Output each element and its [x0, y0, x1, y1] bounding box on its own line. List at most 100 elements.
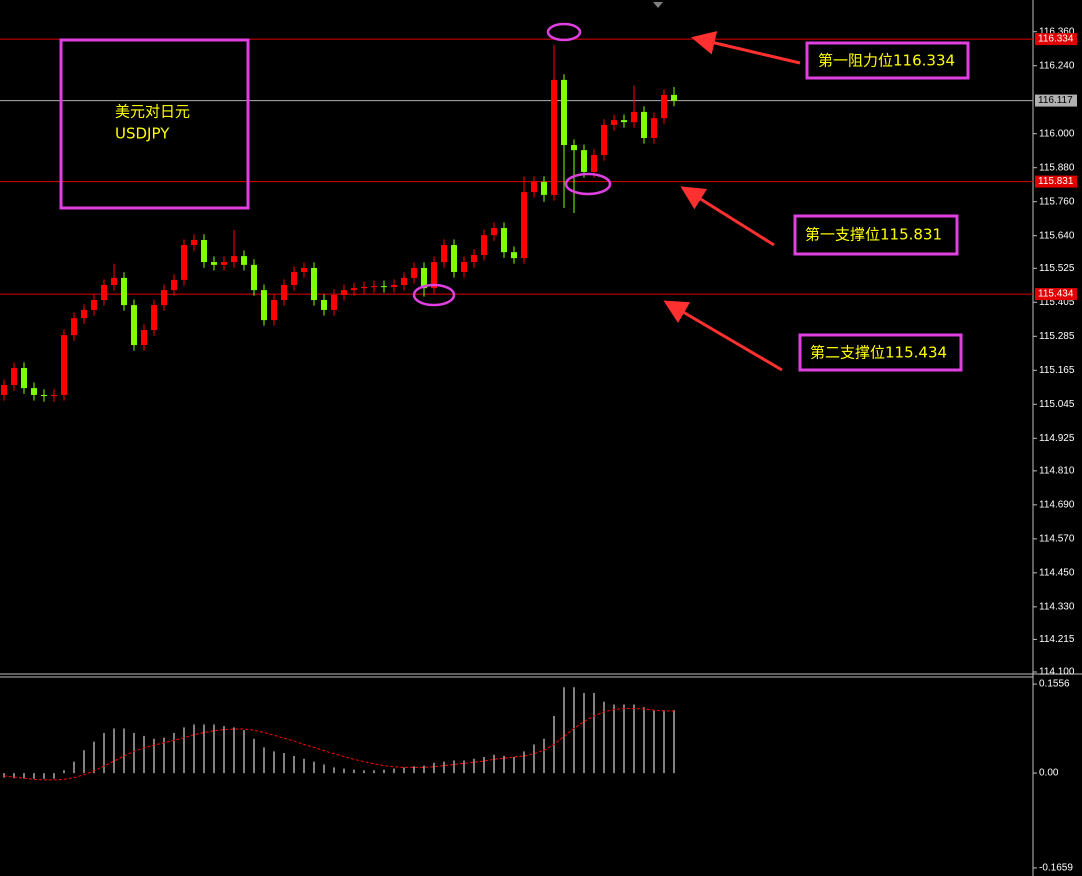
candle-body	[341, 290, 347, 295]
candle-body	[351, 288, 357, 291]
candle-body	[311, 268, 317, 301]
candle-body	[191, 239, 197, 246]
arrow	[663, 300, 783, 372]
y-tick-label: 115.525	[1039, 263, 1075, 274]
candle-body	[221, 262, 227, 265]
y-tick-label: 114.810	[1039, 465, 1075, 476]
y-tick-label: 115.760	[1039, 196, 1075, 207]
candle-body	[231, 256, 237, 263]
candle-body	[671, 94, 677, 101]
signal-line	[3, 707, 675, 781]
candle-body	[581, 150, 587, 172]
candle-body	[91, 300, 97, 310]
candle-body	[121, 277, 127, 306]
candle-body	[441, 245, 447, 263]
candle-body	[61, 335, 67, 395]
level-tag-label: 116.334	[1038, 34, 1074, 45]
candle-body	[321, 300, 327, 310]
y-tick-label: 114.215	[1039, 634, 1075, 645]
candle-body	[621, 120, 627, 123]
candle-body	[561, 79, 567, 146]
annotation: 第二支撑位115.434	[810, 344, 947, 362]
candle-body	[201, 239, 207, 263]
candle-body	[521, 192, 527, 259]
candle-body	[431, 262, 437, 289]
highlight-ellipse	[546, 22, 582, 42]
candle-body	[371, 286, 377, 288]
y-tick-label: 0.1556	[1039, 679, 1070, 690]
level-tag	[1035, 288, 1077, 301]
candle-body	[51, 394, 57, 397]
y-tick-label: 115.640	[1039, 230, 1075, 241]
candle-body	[291, 271, 297, 286]
annotation-box	[805, 41, 970, 80]
candle-body	[391, 285, 397, 287]
level-tag-label: 115.831	[1038, 176, 1074, 187]
chart-title: 美元对日元	[115, 103, 190, 121]
candle-body	[511, 252, 517, 259]
y-tick-label: 115.165	[1039, 365, 1075, 376]
candle-body	[461, 262, 467, 272]
candle-body	[331, 294, 337, 310]
level-tag-label: 115.434	[1038, 289, 1074, 300]
candle-body	[491, 228, 497, 236]
y-tick-label: 115.880	[1039, 162, 1075, 173]
candle-body	[111, 277, 117, 286]
candle-body	[551, 79, 557, 195]
candle-body	[531, 181, 537, 193]
arrow	[680, 186, 775, 247]
y-tick-label: 114.450	[1039, 567, 1075, 578]
y-tick-label: 114.690	[1039, 499, 1075, 510]
candle-body	[1, 385, 7, 395]
candle-body	[361, 286, 367, 289]
candle-body	[651, 118, 657, 138]
candle-body	[571, 145, 577, 151]
candle-body	[541, 181, 547, 195]
highlight-ellipse	[564, 172, 612, 196]
arrow	[691, 31, 801, 65]
candle-body	[71, 318, 77, 336]
candle-body	[101, 285, 107, 301]
candle-body	[451, 245, 457, 272]
highlight-ellipse	[412, 283, 456, 307]
candle-body	[251, 264, 257, 291]
candle-body	[411, 268, 417, 278]
candle-body	[211, 262, 217, 265]
candle-body	[181, 245, 187, 280]
y-tick-label: 116.000	[1039, 128, 1075, 139]
y-tick-label: -0.1659	[1039, 863, 1073, 874]
y-tick-label: 114.330	[1039, 601, 1075, 612]
candle-body	[471, 254, 477, 263]
shift-marker	[653, 2, 663, 8]
candle-body	[31, 388, 37, 395]
level-tag	[1035, 94, 1077, 107]
candle-body	[661, 94, 667, 119]
y-tick-label: 114.100	[1039, 667, 1075, 678]
y-tick-label: 115.285	[1039, 331, 1075, 342]
y-tick-label: 114.925	[1039, 433, 1075, 444]
candle-body	[421, 268, 427, 289]
candle-body	[401, 277, 407, 286]
candle-body	[241, 256, 247, 265]
candle-body	[501, 228, 507, 253]
candle-body	[41, 394, 47, 397]
candle-body	[611, 120, 617, 125]
candle-body	[281, 285, 287, 301]
annotation-box	[793, 214, 959, 256]
y-tick-label: 116.240	[1039, 60, 1075, 71]
candle-body	[641, 111, 647, 138]
candle-body	[381, 286, 387, 288]
candle-body	[21, 368, 27, 389]
candle-body	[271, 300, 277, 321]
candle-body	[141, 330, 147, 346]
y-tick-label: 115.045	[1039, 399, 1075, 410]
plot: 116.360 116.240 116.000 115.880 115.760 115.6…	[0, 26, 1077, 874]
level-tag	[1035, 175, 1077, 188]
candle-body	[11, 368, 17, 386]
annotation-box	[798, 333, 963, 372]
candle-body	[261, 290, 267, 321]
candle-body	[591, 154, 597, 172]
